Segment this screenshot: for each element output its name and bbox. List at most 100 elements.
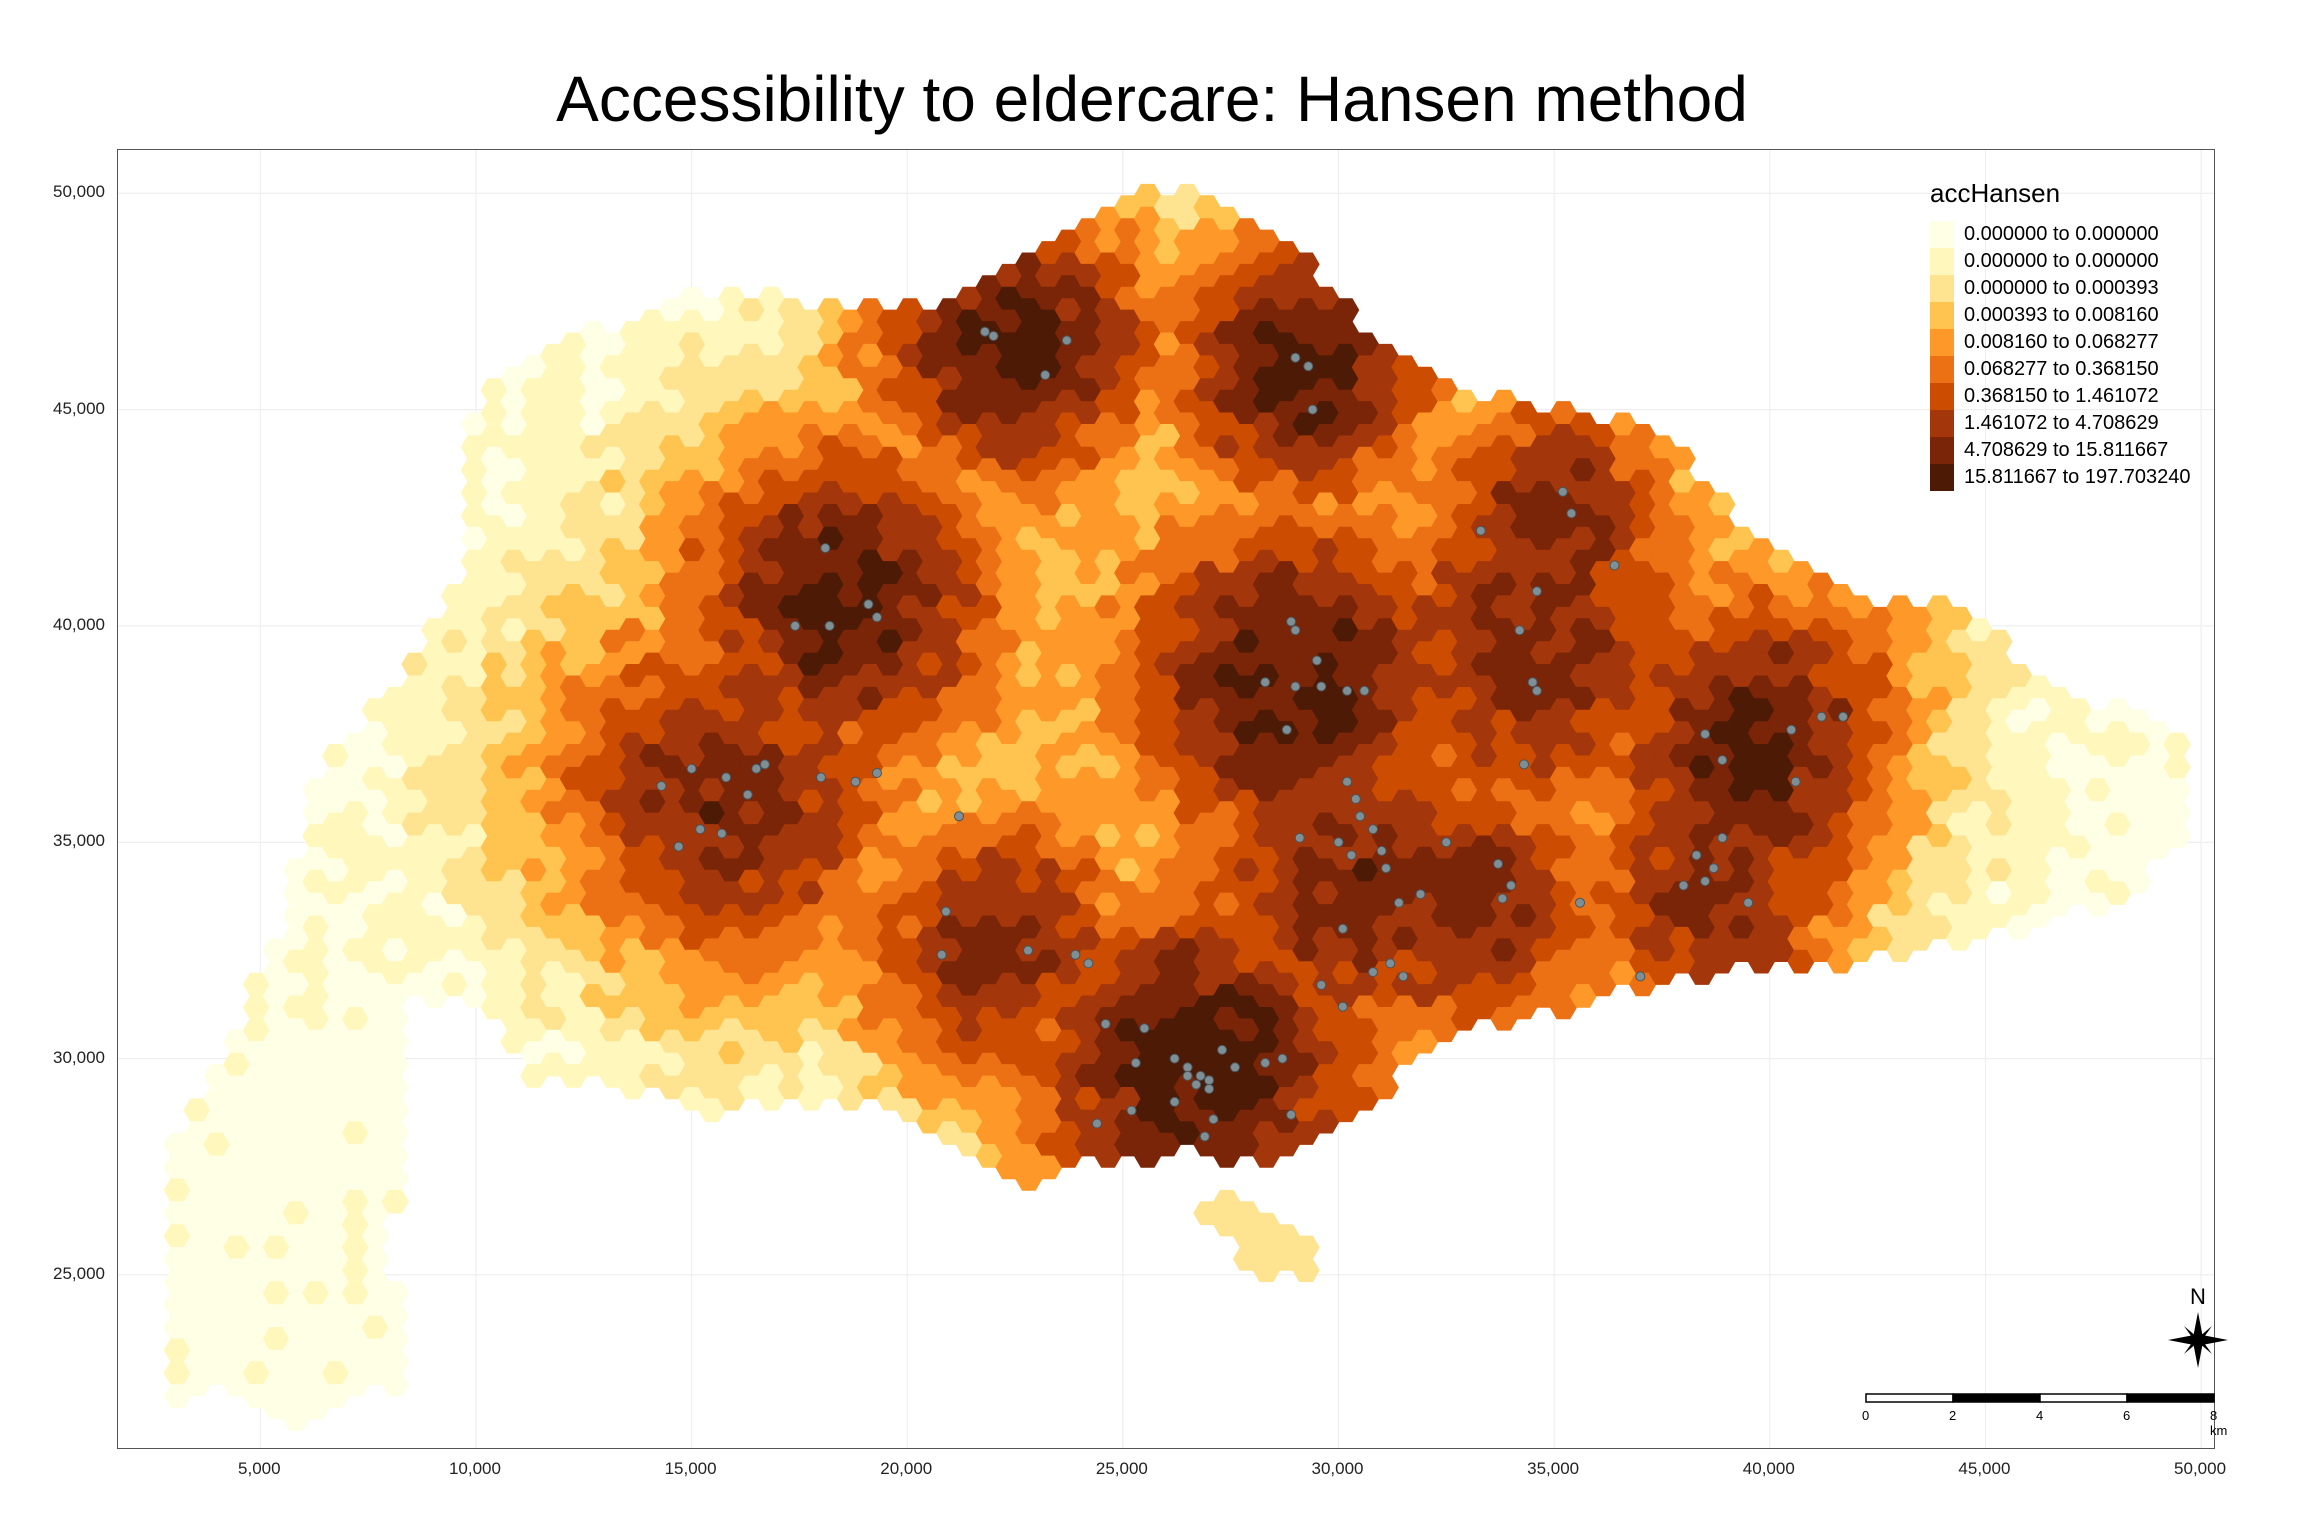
map-title: Accessibility to eldercare: Hansen metho… [556, 63, 1748, 135]
legend-swatch [1930, 221, 1954, 248]
facility-point [979, 326, 990, 337]
legend-item: 0.000000 to 0.000393 [1930, 275, 2210, 302]
facility-point [1566, 508, 1577, 519]
facility-point [1691, 850, 1702, 861]
facility-point [1316, 681, 1327, 692]
facility-point [1070, 949, 1081, 960]
facility-point [790, 620, 801, 631]
legend-item: 0.368150 to 1.461072 [1930, 383, 2210, 410]
scale-bar: 0 2 4 6 8 km [1860, 1392, 2227, 1438]
facility-point [1678, 880, 1689, 891]
scale-bar-graphic [1865, 1393, 2215, 1403]
facility-point [1139, 1023, 1150, 1034]
facility-point [1100, 1019, 1111, 1029]
facility-point [936, 949, 947, 960]
facility-point [1342, 685, 1353, 696]
facility-point [1182, 1070, 1193, 1081]
facility-point [1286, 616, 1297, 627]
facility-point [941, 906, 951, 917]
x-tick-label: 40,000 [1742, 1459, 1795, 1478]
legend-swatch [1930, 410, 1954, 437]
facility-point [1083, 958, 1094, 969]
facility-point [1061, 335, 1072, 346]
facility-point [1023, 945, 1033, 956]
facility-point [1208, 1114, 1219, 1125]
facility-point [1290, 352, 1301, 363]
facility-point [1381, 863, 1391, 874]
facility-point [1415, 889, 1426, 900]
facility-point [1717, 755, 1728, 766]
facility-point [1506, 880, 1516, 891]
legend-label: 0.000393 to 0.008160 [1964, 304, 2159, 326]
facility-point [1311, 655, 1322, 666]
facility-point [1441, 837, 1452, 848]
map-panel[interactable] [117, 149, 2215, 1449]
x-tick-label: 20,000 [880, 1459, 933, 1478]
y-tick-label: 45,000 [53, 398, 105, 418]
facility-point [850, 776, 861, 787]
facility-point [1393, 897, 1404, 908]
compass-rose-icon [2168, 1312, 2228, 1368]
legend-label: 4.708629 to 15.811667 [1964, 439, 2169, 461]
x-tick-label: 5,000 [238, 1459, 281, 1478]
facility-point [1130, 1057, 1141, 1068]
scale-label-4: 4 [2036, 1408, 2044, 1423]
facility-point [1303, 361, 1314, 372]
facility-point [1497, 893, 1508, 904]
facility-point [1493, 858, 1504, 869]
facility-point [1337, 1001, 1348, 1012]
facility-point [695, 824, 706, 835]
hexagon-cell [1371, 1075, 1399, 1100]
facility-point [1816, 711, 1827, 722]
facility-point [1368, 967, 1378, 978]
x-tick-label: 30,000 [1311, 1459, 1364, 1478]
legend-label: 0.000000 to 0.000393 [1964, 277, 2159, 299]
facility-point [1281, 724, 1292, 735]
legend-swatch [1930, 464, 1954, 491]
facility-point [686, 763, 697, 774]
facility-point [656, 781, 667, 791]
facility-point [1346, 850, 1357, 861]
facility-point [1199, 1131, 1210, 1142]
y-tick-label: 40,000 [53, 614, 105, 634]
facility-point [872, 768, 882, 778]
facility-point [1557, 486, 1568, 497]
legend-label: 0.368150 to 1.461072 [1964, 385, 2159, 407]
legend-swatch [1930, 383, 1954, 410]
north-label: N [2190, 1284, 2206, 1309]
facility-point [1700, 729, 1711, 740]
facility-point [1527, 677, 1538, 688]
facility-point [824, 620, 835, 631]
x-tick-label: 50,000 [2174, 1459, 2227, 1478]
facility-point [1743, 897, 1754, 908]
facility-point [1182, 1062, 1193, 1073]
facility-point [1355, 811, 1366, 822]
facility-point [1790, 776, 1801, 787]
facility-point [1169, 1053, 1180, 1064]
facility-point [1204, 1075, 1215, 1086]
legend: accHansen 0.000000 to 0.000000 0.000000 t… [1930, 178, 2210, 491]
facility-point [872, 612, 882, 623]
legend-label: 15.811667 to 197.703240 [1964, 466, 2191, 488]
facility-point [816, 772, 826, 783]
facility-point [1290, 681, 1301, 692]
facility-point [1350, 794, 1361, 804]
legend-label: 0.068277 to 0.368150 [1964, 358, 2159, 380]
legend-swatch [1930, 437, 1954, 464]
facility-point [1217, 1044, 1228, 1055]
facility-point [1838, 711, 1849, 722]
facility-point [1519, 759, 1529, 770]
hexbin-map[interactable] [118, 150, 2214, 1448]
facility-point [1260, 677, 1271, 688]
facility-point [1398, 971, 1409, 982]
facility-point [1368, 824, 1378, 835]
facility-point [1376, 845, 1387, 856]
legend-item: 15.811667 to 197.703240 [1930, 464, 2210, 491]
facility-point [1531, 586, 1542, 597]
legend-swatch [1930, 248, 1954, 275]
scale-label-8km: 8 km [2210, 1408, 2228, 1438]
facility-point [1286, 1109, 1297, 1120]
facility-point [1359, 685, 1370, 696]
scale-label-0: 0 [1862, 1408, 1870, 1423]
legend-item: 0.008160 to 0.068277 [1930, 329, 2210, 356]
